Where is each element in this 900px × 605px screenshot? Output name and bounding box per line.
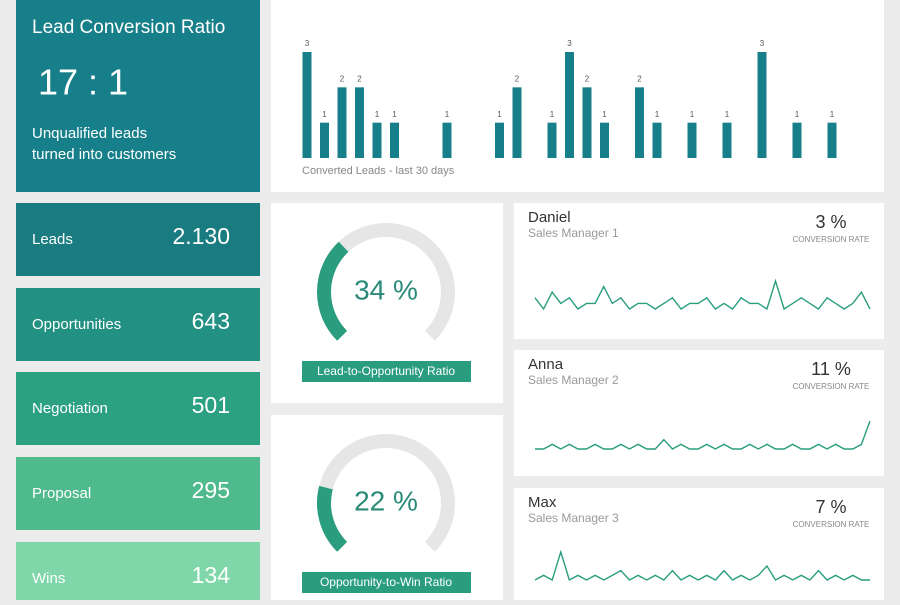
gauge-value-label: 22 % bbox=[354, 485, 418, 516]
bar bbox=[652, 122, 662, 158]
bar-value-label: 1 bbox=[830, 110, 835, 119]
bar-value-label: 3 bbox=[567, 39, 572, 48]
bar bbox=[635, 87, 644, 158]
bar-value-label: 2 bbox=[637, 74, 642, 83]
bar-value-label: 1 bbox=[445, 110, 450, 119]
bar bbox=[442, 122, 452, 158]
bar bbox=[547, 122, 557, 158]
kpi-title: Lead Conversion Ratio bbox=[32, 17, 225, 38]
sparkline bbox=[535, 420, 871, 450]
bar-value-label: 2 bbox=[340, 74, 345, 83]
kpi-ratio: 17 : 1 bbox=[38, 62, 128, 103]
funnel-label: Proposal bbox=[32, 485, 91, 502]
funnel-label: Leads bbox=[32, 231, 73, 248]
bar bbox=[757, 52, 767, 158]
manager-name: Anna bbox=[528, 356, 564, 373]
funnel-box bbox=[16, 542, 260, 605]
bar-value-label: 2 bbox=[585, 74, 590, 83]
funnel-label: Opportunities bbox=[32, 316, 121, 333]
funnel-value: 134 bbox=[192, 562, 231, 588]
bar-value-label: 3 bbox=[305, 39, 310, 48]
gauge-label: Lead-to-Opportunity Ratio bbox=[317, 364, 455, 378]
bar bbox=[390, 122, 399, 158]
funnel-label: Negotiation bbox=[32, 400, 108, 417]
conversion-caption: CONVERSION RATE bbox=[793, 520, 870, 529]
funnel-box bbox=[16, 372, 260, 445]
bar bbox=[495, 122, 504, 158]
manager-panel bbox=[514, 488, 884, 600]
funnel-value: 643 bbox=[192, 308, 230, 334]
bar-caption: Converted Leads - last 30 days bbox=[302, 165, 455, 177]
funnel-value: 501 bbox=[192, 392, 230, 418]
manager-panel bbox=[514, 203, 884, 339]
bar bbox=[372, 122, 382, 158]
gauge-value-arc bbox=[317, 241, 349, 341]
bar bbox=[512, 87, 522, 158]
kpi-description: turned into customers bbox=[32, 146, 176, 163]
conversion-rate: 3 % bbox=[815, 212, 846, 232]
bar bbox=[722, 122, 732, 158]
conversion-caption: CONVERSION RATE bbox=[793, 235, 870, 244]
bar-value-label: 1 bbox=[550, 110, 555, 119]
bar-value-label: 1 bbox=[655, 110, 660, 119]
gauge-value-label: 34 % bbox=[354, 274, 418, 305]
kpi-description: Unqualified leads bbox=[32, 125, 147, 142]
bar-panel bbox=[271, 0, 884, 192]
gauge-label: Opportunity-to-Win Ratio bbox=[320, 575, 452, 589]
manager-panel bbox=[514, 350, 884, 476]
gauge-value-arc bbox=[317, 485, 348, 552]
bar bbox=[355, 87, 364, 158]
sparkline bbox=[534, 549, 870, 582]
bar bbox=[582, 87, 592, 158]
funnel-box bbox=[16, 203, 260, 276]
bar-value-label: 1 bbox=[795, 110, 800, 119]
gauge-label-box bbox=[302, 361, 471, 382]
conversion-rate: 7 % bbox=[815, 497, 846, 517]
bar bbox=[565, 52, 574, 158]
bar-value-label: 1 bbox=[322, 110, 327, 119]
bar bbox=[827, 122, 837, 158]
bar-value-label: 1 bbox=[375, 110, 380, 119]
bar-value-label: 3 bbox=[760, 39, 765, 48]
manager-name: Daniel bbox=[528, 209, 571, 226]
gauge-label-box bbox=[302, 572, 471, 593]
bar bbox=[337, 87, 347, 158]
bar-value-label: 1 bbox=[497, 110, 502, 119]
bar-value-label: 1 bbox=[602, 110, 607, 119]
conversion-caption: CONVERSION RATE bbox=[793, 382, 870, 391]
funnel-box bbox=[16, 288, 260, 361]
bar-value-label: 2 bbox=[357, 74, 362, 83]
bar-value-label: 1 bbox=[392, 110, 397, 119]
manager-name: Max bbox=[528, 494, 557, 511]
funnel-value: 295 bbox=[192, 477, 230, 503]
kpi-card bbox=[16, 0, 260, 192]
manager-role: Sales Manager 1 bbox=[528, 226, 619, 240]
bar bbox=[792, 122, 802, 158]
funnel-value: 2.130 bbox=[172, 223, 230, 249]
sparkline bbox=[534, 278, 871, 311]
bar bbox=[320, 122, 329, 158]
bar-value-label: 1 bbox=[690, 110, 695, 119]
funnel-label: Wins bbox=[32, 570, 65, 587]
manager-role: Sales Manager 2 bbox=[528, 373, 619, 387]
conversion-rate: 11 % bbox=[811, 359, 851, 379]
bar bbox=[600, 122, 609, 158]
funnel-box bbox=[16, 457, 260, 530]
manager-role: Sales Manager 3 bbox=[528, 511, 619, 525]
bar bbox=[302, 52, 312, 158]
bar bbox=[687, 122, 697, 158]
bar-value-label: 1 bbox=[725, 110, 730, 119]
bar-value-label: 2 bbox=[515, 74, 520, 83]
